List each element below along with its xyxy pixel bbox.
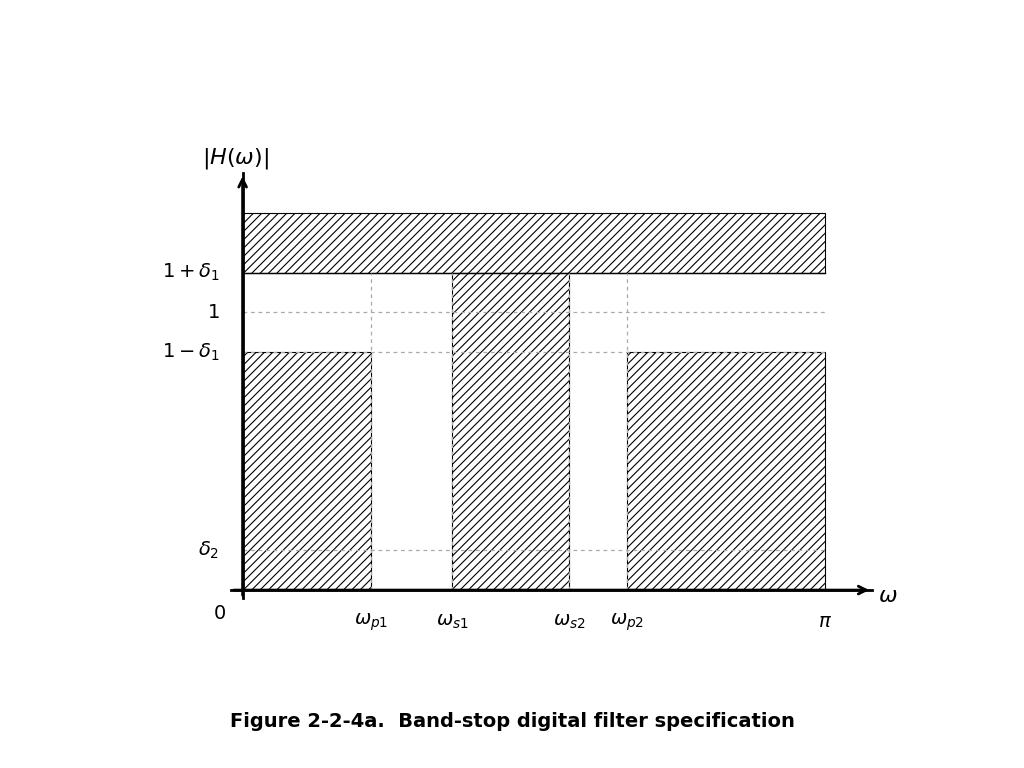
Text: $\pi$: $\pi$ [818,612,833,631]
Bar [243,214,825,273]
Bar [243,352,371,590]
Text: $|H(\omega)|$: $|H(\omega)|$ [202,147,268,171]
Text: $1$: $1$ [207,303,219,322]
Text: $\delta_2$: $\delta_2$ [198,540,219,561]
Text: $\omega_{s1}$: $\omega_{s1}$ [436,612,469,631]
Text: $\omega_{s2}$: $\omega_{s2}$ [553,612,586,631]
Text: $0$: $0$ [213,604,225,623]
Bar [453,273,569,590]
Text: $1+\delta_1$: $1+\delta_1$ [162,262,219,283]
Text: Figure 2-2-4a.  Band-stop digital filter specification: Figure 2-2-4a. Band-stop digital filter … [229,713,795,731]
Text: $\omega_{p2}$: $\omega_{p2}$ [610,612,644,634]
Text: $\omega_{p1}$: $\omega_{p1}$ [353,612,388,634]
Text: $\omega$: $\omega$ [878,586,897,606]
Text: $1-\delta_1$: $1-\delta_1$ [162,341,219,362]
Bar [628,352,825,590]
